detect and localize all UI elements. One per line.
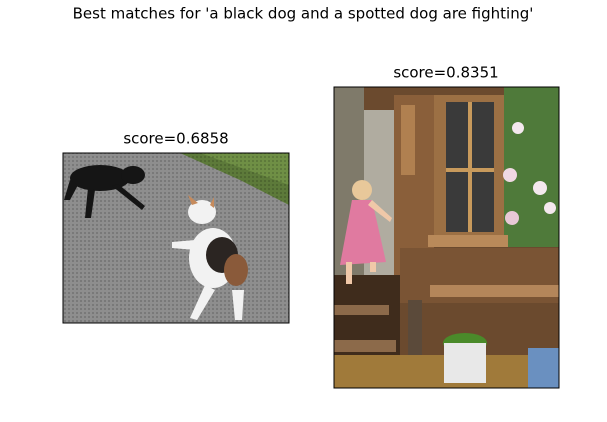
photo-house (333, 86, 560, 389)
figure-title: Best matches for 'a black dog and a spot… (73, 5, 534, 23)
photo-dogs (62, 152, 290, 324)
panel-title: score=0.6858 (123, 130, 228, 148)
panel-title: score=0.8351 (393, 64, 498, 82)
